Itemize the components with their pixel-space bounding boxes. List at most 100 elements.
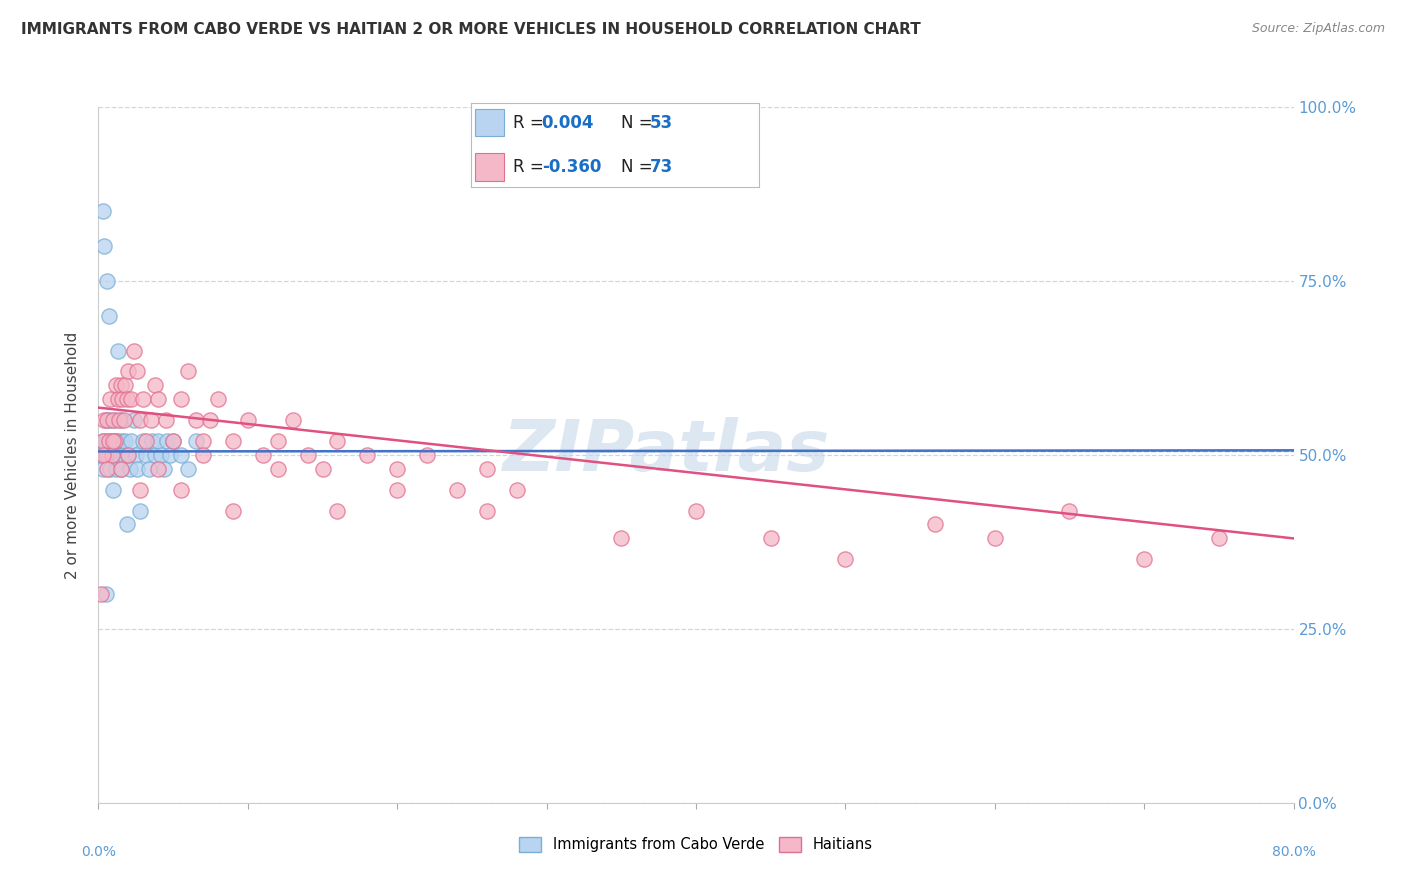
Text: N =: N = xyxy=(621,113,652,132)
Point xyxy=(97,434,120,448)
Point xyxy=(475,462,498,476)
Point xyxy=(105,378,128,392)
Point xyxy=(108,448,131,462)
Point xyxy=(104,448,127,462)
Point xyxy=(326,434,349,448)
Text: -0.360: -0.360 xyxy=(541,158,600,177)
Point xyxy=(281,413,304,427)
Point xyxy=(169,483,191,497)
Point xyxy=(107,343,129,358)
Point xyxy=(132,434,155,448)
Point xyxy=(610,532,633,546)
Point xyxy=(111,434,134,448)
Point xyxy=(129,483,152,497)
Point xyxy=(110,462,132,476)
Point xyxy=(93,239,115,253)
Point xyxy=(124,413,146,427)
Text: IMMIGRANTS FROM CABO VERDE VS HAITIAN 2 OR MORE VEHICLES IN HOUSEHOLD CORRELATIO: IMMIGRANTS FROM CABO VERDE VS HAITIAN 2 … xyxy=(21,22,921,37)
Point xyxy=(177,364,200,378)
Point xyxy=(104,413,127,427)
Point xyxy=(117,448,139,462)
Text: R =: R = xyxy=(513,158,544,177)
Point xyxy=(124,343,146,358)
FancyBboxPatch shape xyxy=(475,153,505,181)
Point xyxy=(132,392,155,407)
Point xyxy=(984,532,1007,546)
Point xyxy=(103,434,125,448)
Point xyxy=(108,413,131,427)
Point xyxy=(91,434,114,448)
FancyBboxPatch shape xyxy=(475,109,505,136)
Point xyxy=(91,462,114,476)
Legend: Immigrants from Cabo Verde, Haitians: Immigrants from Cabo Verde, Haitians xyxy=(513,831,879,858)
Point xyxy=(236,413,259,427)
Text: 0.004: 0.004 xyxy=(541,113,595,132)
Point xyxy=(104,434,127,448)
Point xyxy=(112,413,135,427)
Point xyxy=(127,364,149,378)
Point xyxy=(159,448,181,462)
Point xyxy=(222,503,245,517)
Point xyxy=(115,517,138,532)
Point xyxy=(129,413,152,427)
Point xyxy=(153,462,176,476)
Point xyxy=(1133,552,1156,566)
Point xyxy=(685,503,707,517)
Point xyxy=(148,462,170,476)
Point xyxy=(356,448,378,462)
Point xyxy=(169,448,191,462)
Point xyxy=(97,309,120,323)
Point xyxy=(139,413,162,427)
Point xyxy=(96,462,118,476)
Text: Source: ZipAtlas.com: Source: ZipAtlas.com xyxy=(1251,22,1385,36)
Text: 53: 53 xyxy=(650,113,673,132)
Point xyxy=(98,462,122,476)
Point xyxy=(184,413,207,427)
Point xyxy=(143,448,166,462)
Point xyxy=(112,448,135,462)
Point xyxy=(169,392,191,407)
Point xyxy=(115,392,138,407)
Point xyxy=(97,434,120,448)
Point xyxy=(101,448,124,462)
Text: 80.0%: 80.0% xyxy=(1271,845,1316,858)
Point xyxy=(150,448,173,462)
Point xyxy=(94,587,117,601)
Point xyxy=(96,413,118,427)
Point xyxy=(138,462,160,476)
Point xyxy=(110,413,132,427)
Point xyxy=(101,434,124,448)
Point xyxy=(252,448,274,462)
Point xyxy=(91,434,114,448)
Point xyxy=(135,448,157,462)
Point xyxy=(103,434,125,448)
Point xyxy=(1208,532,1230,546)
Point xyxy=(103,413,125,427)
Text: 0.0%: 0.0% xyxy=(82,845,115,858)
Point xyxy=(143,378,166,392)
Point xyxy=(114,434,136,448)
Point xyxy=(162,434,184,448)
Point xyxy=(267,462,290,476)
Point xyxy=(1059,503,1081,517)
Point xyxy=(385,483,409,497)
Point xyxy=(118,462,141,476)
Point xyxy=(155,413,177,427)
Point xyxy=(177,462,200,476)
Point xyxy=(924,517,946,532)
Point xyxy=(103,483,125,497)
Point xyxy=(135,434,157,448)
Point xyxy=(90,587,112,601)
Point xyxy=(125,448,148,462)
Y-axis label: 2 or more Vehicles in Household: 2 or more Vehicles in Household xyxy=(65,331,80,579)
Point xyxy=(105,462,128,476)
Point xyxy=(117,448,139,462)
Point xyxy=(148,392,170,407)
Point xyxy=(834,552,856,566)
Point xyxy=(94,434,117,448)
Point xyxy=(120,392,142,407)
Point xyxy=(506,483,529,497)
Point xyxy=(91,448,114,462)
Point xyxy=(96,274,118,288)
Point xyxy=(200,413,222,427)
